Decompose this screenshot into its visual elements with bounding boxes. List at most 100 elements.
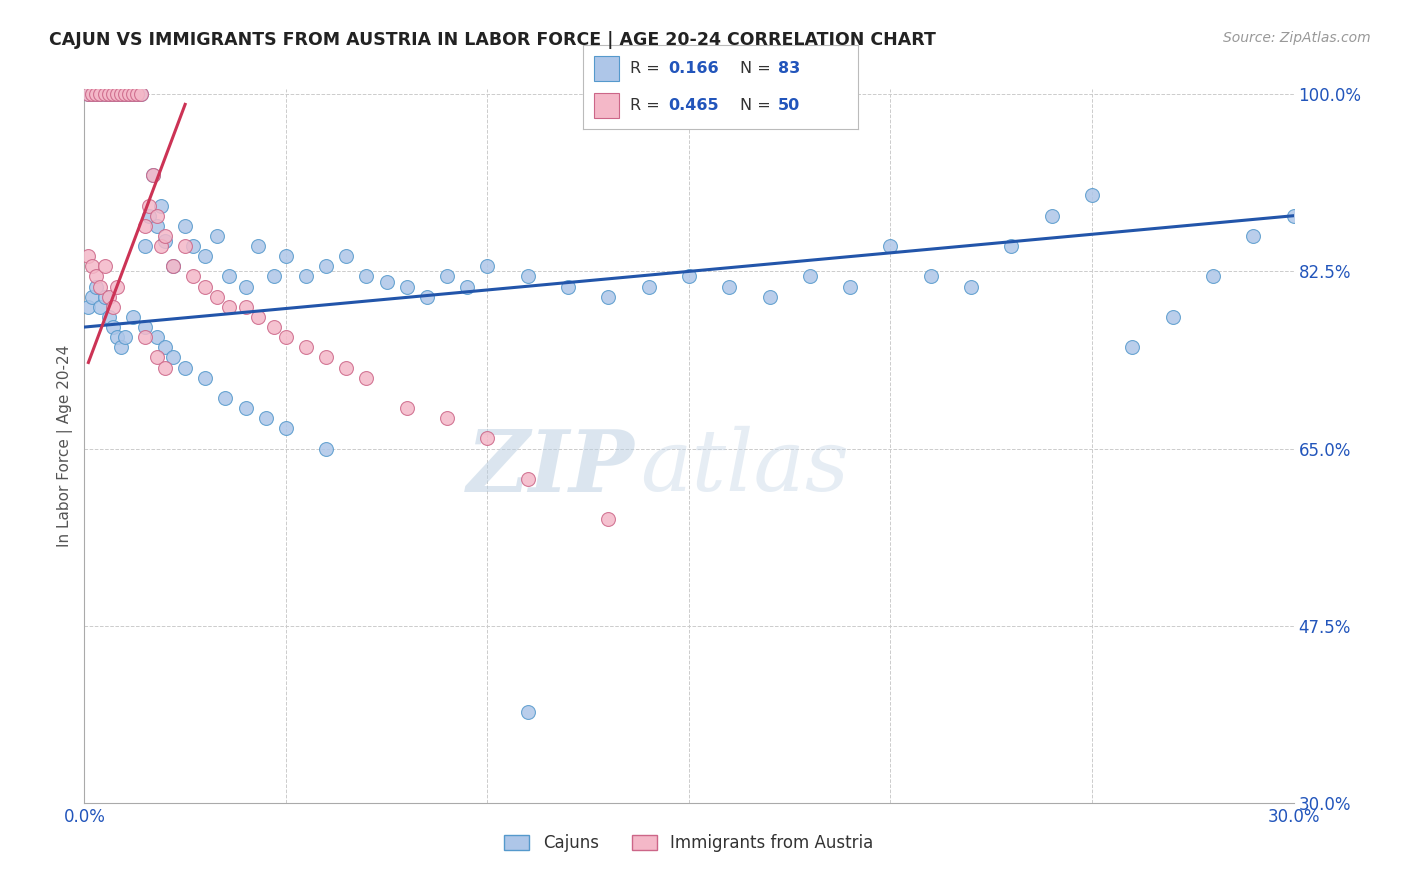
Point xyxy=(121,87,143,102)
Point xyxy=(456,279,478,293)
Point xyxy=(86,279,108,293)
Point xyxy=(598,290,620,304)
Point xyxy=(146,351,169,365)
Point xyxy=(134,330,156,344)
Point xyxy=(174,360,197,375)
Point xyxy=(356,269,378,284)
Point xyxy=(105,87,128,102)
Point xyxy=(335,249,357,263)
Point xyxy=(82,290,104,304)
Point xyxy=(82,87,104,102)
Point xyxy=(315,260,337,274)
Point xyxy=(1202,269,1225,284)
Point xyxy=(395,401,418,415)
Point xyxy=(295,340,318,354)
Y-axis label: In Labor Force | Age 20-24: In Labor Force | Age 20-24 xyxy=(58,345,73,547)
Point xyxy=(246,310,269,324)
Text: atlas: atlas xyxy=(641,426,849,508)
Text: 50: 50 xyxy=(778,98,800,113)
Text: CAJUN VS IMMIGRANTS FROM AUSTRIA IN LABOR FORCE | AGE 20-24 CORRELATION CHART: CAJUN VS IMMIGRANTS FROM AUSTRIA IN LABO… xyxy=(49,31,936,49)
Point xyxy=(142,168,165,182)
Point xyxy=(395,279,418,293)
Point xyxy=(101,320,124,334)
Point xyxy=(146,209,169,223)
Point xyxy=(105,330,128,344)
Point xyxy=(181,269,204,284)
Point xyxy=(1161,310,1184,324)
Point xyxy=(516,269,538,284)
Point xyxy=(218,300,240,314)
Point xyxy=(758,290,780,304)
Point xyxy=(839,279,862,293)
Point xyxy=(246,239,269,253)
Point xyxy=(557,279,579,293)
Point xyxy=(315,351,337,365)
Point xyxy=(263,269,285,284)
Point xyxy=(105,87,128,102)
Point xyxy=(718,279,741,293)
Point xyxy=(1241,229,1264,244)
Bar xyxy=(595,55,619,81)
Point xyxy=(181,239,204,253)
Point xyxy=(879,239,901,253)
Point xyxy=(97,87,120,102)
Point xyxy=(436,411,458,425)
Point xyxy=(121,310,143,324)
Point xyxy=(263,320,285,334)
Point xyxy=(315,442,337,456)
Point xyxy=(436,269,458,284)
Point xyxy=(295,269,318,284)
Point xyxy=(89,87,111,102)
Point xyxy=(146,330,169,344)
Point xyxy=(114,87,136,102)
Point xyxy=(678,269,700,284)
Point xyxy=(235,300,257,314)
Point xyxy=(82,260,104,274)
Point xyxy=(1040,209,1063,223)
Point xyxy=(138,209,160,223)
Point xyxy=(89,87,111,102)
Point xyxy=(86,87,108,102)
Point xyxy=(110,87,132,102)
Point xyxy=(637,279,659,293)
Point xyxy=(142,168,165,182)
Text: R =: R = xyxy=(630,61,665,76)
Point xyxy=(138,198,160,212)
Point xyxy=(93,260,115,274)
Point xyxy=(799,269,821,284)
Point xyxy=(89,300,111,314)
Point xyxy=(77,249,100,263)
Text: Source: ZipAtlas.com: Source: ZipAtlas.com xyxy=(1223,31,1371,45)
Point xyxy=(1121,340,1143,354)
Point xyxy=(125,87,148,102)
Point xyxy=(1081,188,1104,202)
Point xyxy=(93,87,115,102)
Point xyxy=(121,87,143,102)
Point xyxy=(207,229,229,244)
Point xyxy=(134,320,156,334)
Text: ZIP: ZIP xyxy=(467,425,634,509)
Point xyxy=(174,239,197,253)
Point xyxy=(105,279,128,293)
Text: N =: N = xyxy=(740,61,776,76)
Point xyxy=(335,360,357,375)
Point xyxy=(194,249,217,263)
Point xyxy=(194,370,217,384)
Point xyxy=(101,87,124,102)
Point xyxy=(153,229,176,244)
Text: 0.465: 0.465 xyxy=(668,98,718,113)
Point xyxy=(146,219,169,233)
Point xyxy=(375,275,398,289)
Point xyxy=(134,239,156,253)
Bar xyxy=(595,93,619,119)
Point xyxy=(114,87,136,102)
Point xyxy=(110,87,132,102)
Text: R =: R = xyxy=(630,98,665,113)
Point xyxy=(77,87,100,102)
Point xyxy=(516,472,538,486)
Point xyxy=(162,351,184,365)
Point xyxy=(162,260,184,274)
Point xyxy=(97,87,120,102)
Point xyxy=(274,421,297,435)
Point xyxy=(118,87,141,102)
